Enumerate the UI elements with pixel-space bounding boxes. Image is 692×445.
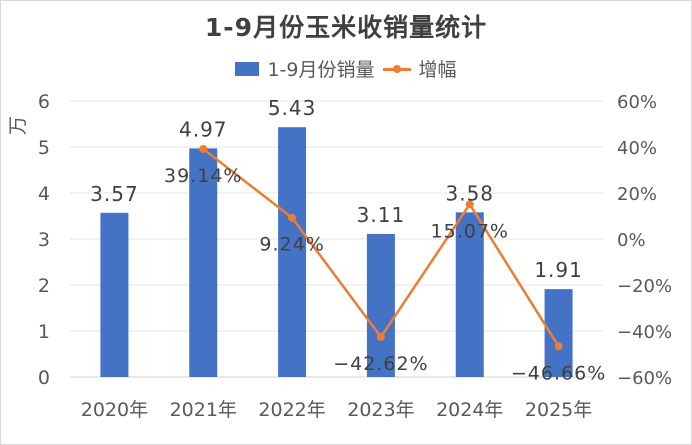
- bar-value-label: 5.43: [268, 96, 317, 120]
- bar-value-label: 3.11: [357, 203, 406, 227]
- x-category-label: 2025年: [525, 399, 592, 421]
- y2-tick-label: 40%: [617, 138, 657, 159]
- y-tick-label: 3: [38, 229, 50, 251]
- x-category-label: 2020年: [81, 399, 148, 421]
- y2-tick-label: −40%: [617, 322, 672, 343]
- bar-value-label: 3.57: [90, 182, 139, 206]
- y2-tick-label: 0%: [617, 230, 646, 251]
- y2-tick-label: −60%: [617, 368, 672, 389]
- y-tick-label: 6: [38, 91, 50, 113]
- x-category-label: 2022年: [258, 399, 325, 421]
- line-marker: [199, 144, 208, 153]
- bar-value-label: 1.91: [534, 258, 583, 282]
- growth-value-label: 15.07%: [431, 220, 509, 242]
- line-marker-icon: [382, 62, 411, 76]
- y-tick-label: 4: [38, 183, 50, 205]
- y2-tick-label: 20%: [617, 184, 657, 205]
- line-marker: [376, 333, 385, 342]
- chart-title: 1-9月份玉米收销量统计: [204, 13, 488, 42]
- bar: [278, 127, 307, 377]
- bar: [455, 212, 484, 377]
- bar-value-label: 3.58: [445, 181, 494, 205]
- y-tick-label: 5: [38, 137, 50, 159]
- growth-value-label: −42.62%: [333, 353, 428, 375]
- bar-value-label: 4.97: [179, 117, 228, 141]
- bar: [189, 148, 218, 377]
- growth-value-label: 9.24%: [259, 234, 324, 256]
- bar: [100, 212, 129, 377]
- growth-value-label: 39.14%: [164, 165, 242, 187]
- x-category-label: 2023年: [347, 399, 414, 421]
- legend-label-growth: 增幅: [418, 59, 457, 81]
- legend-item-sales: 1-9月份销量: [235, 55, 375, 82]
- growth-value-label: −46.66%: [511, 362, 606, 384]
- y-tick-label: 2: [38, 275, 50, 297]
- legend-item-growth: 增幅: [382, 55, 457, 82]
- legend-label-sales: 1-9月份销量: [267, 59, 375, 81]
- bar-swatch-icon: [235, 61, 260, 76]
- line-marker: [465, 200, 474, 209]
- line-marker: [288, 213, 297, 222]
- y2-tick-label: −20%: [617, 276, 672, 297]
- y-tick-label: 0: [38, 367, 50, 389]
- line-marker: [554, 342, 563, 351]
- bar: [366, 233, 395, 377]
- y-tick-label: 1: [38, 321, 50, 343]
- chart-legend: 1-9月份销量 增幅: [0, 55, 692, 82]
- y2-tick-label: 60%: [617, 92, 657, 113]
- x-category-label: 2021年: [170, 399, 237, 421]
- x-category-label: 2024年: [436, 399, 503, 421]
